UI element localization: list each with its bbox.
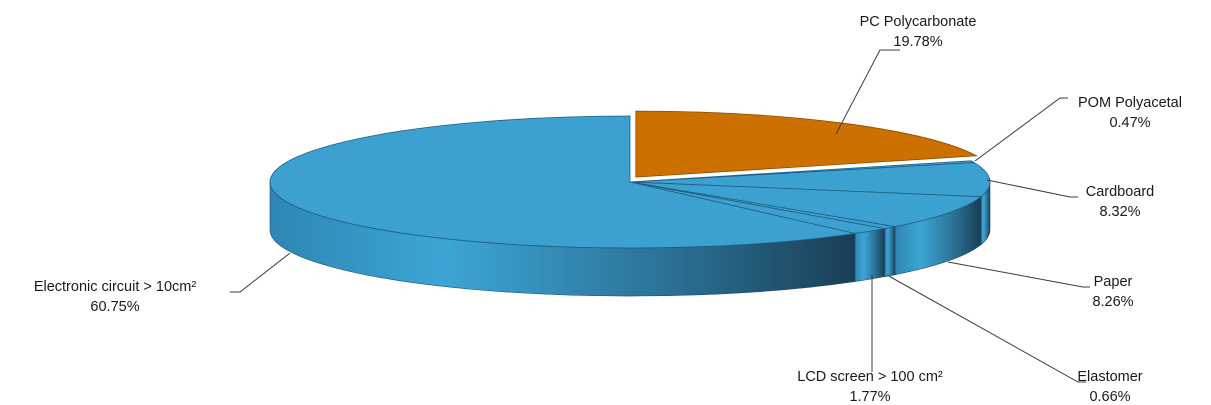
label-value: 0.66% [1089,389,1130,405]
label-value: 0.47% [1109,115,1150,131]
label-name: Paper [1094,274,1133,290]
leader-line-pc-polycarbonate [835,49,900,135]
slice-electronic-circuit-10cm [269,115,856,249]
leader-line-electronic-circuit-10cm [230,252,291,293]
label-cardboard: Cardboard 8.32% [1086,184,1155,220]
slice-labels: PC Polycarbonate 19.78% POM Polyacetal 0.47… [34,14,1182,405]
label-value: 8.32% [1099,204,1140,220]
leader-line-paper [947,261,1090,288]
label-elastomer: Elastomer 0.66% [1077,369,1142,405]
slice-paper [629,181,983,228]
label-name: LCD screen > 100 cm² [797,369,943,385]
label-lcd-screen-100-cm: LCD screen > 100 cm² 1.77% [797,369,943,405]
leader-line-elastomer [886,274,1086,383]
label-name: PC Polycarbonate [860,14,977,30]
label-value: 60.75% [90,299,139,315]
label-pom-polyacetal: POM Polyacetal 0.47% [1078,95,1182,131]
label-paper: Paper 8.26% [1092,274,1133,310]
label-name: Elastomer [1077,369,1142,385]
label-value: 8.26% [1092,294,1133,310]
slice-side-lcd-screen-100-cm [854,228,886,282]
label-value: 1.77% [849,389,890,405]
label-electronic-circuit-10cm: Electronic circuit > 10cm² 60.75% [34,279,197,315]
slice-cardboard [629,162,991,198]
label-name: POM Polyacetal [1078,95,1182,111]
label-value: 19.78% [893,34,942,50]
slice-side-elastomer [884,226,896,277]
leader-line-pom-polyacetal [974,97,1068,162]
label-pc-polycarbonate: PC Polycarbonate 19.78% [860,14,977,50]
leader-line-cardboard [986,179,1078,198]
slice-pc-polycarbonate [635,110,979,178]
leader-lines [230,49,1090,383]
label-name: Electronic circuit > 10cm² [34,279,197,295]
label-name: Cardboard [1086,184,1155,200]
pie-top-layer [269,110,991,249]
